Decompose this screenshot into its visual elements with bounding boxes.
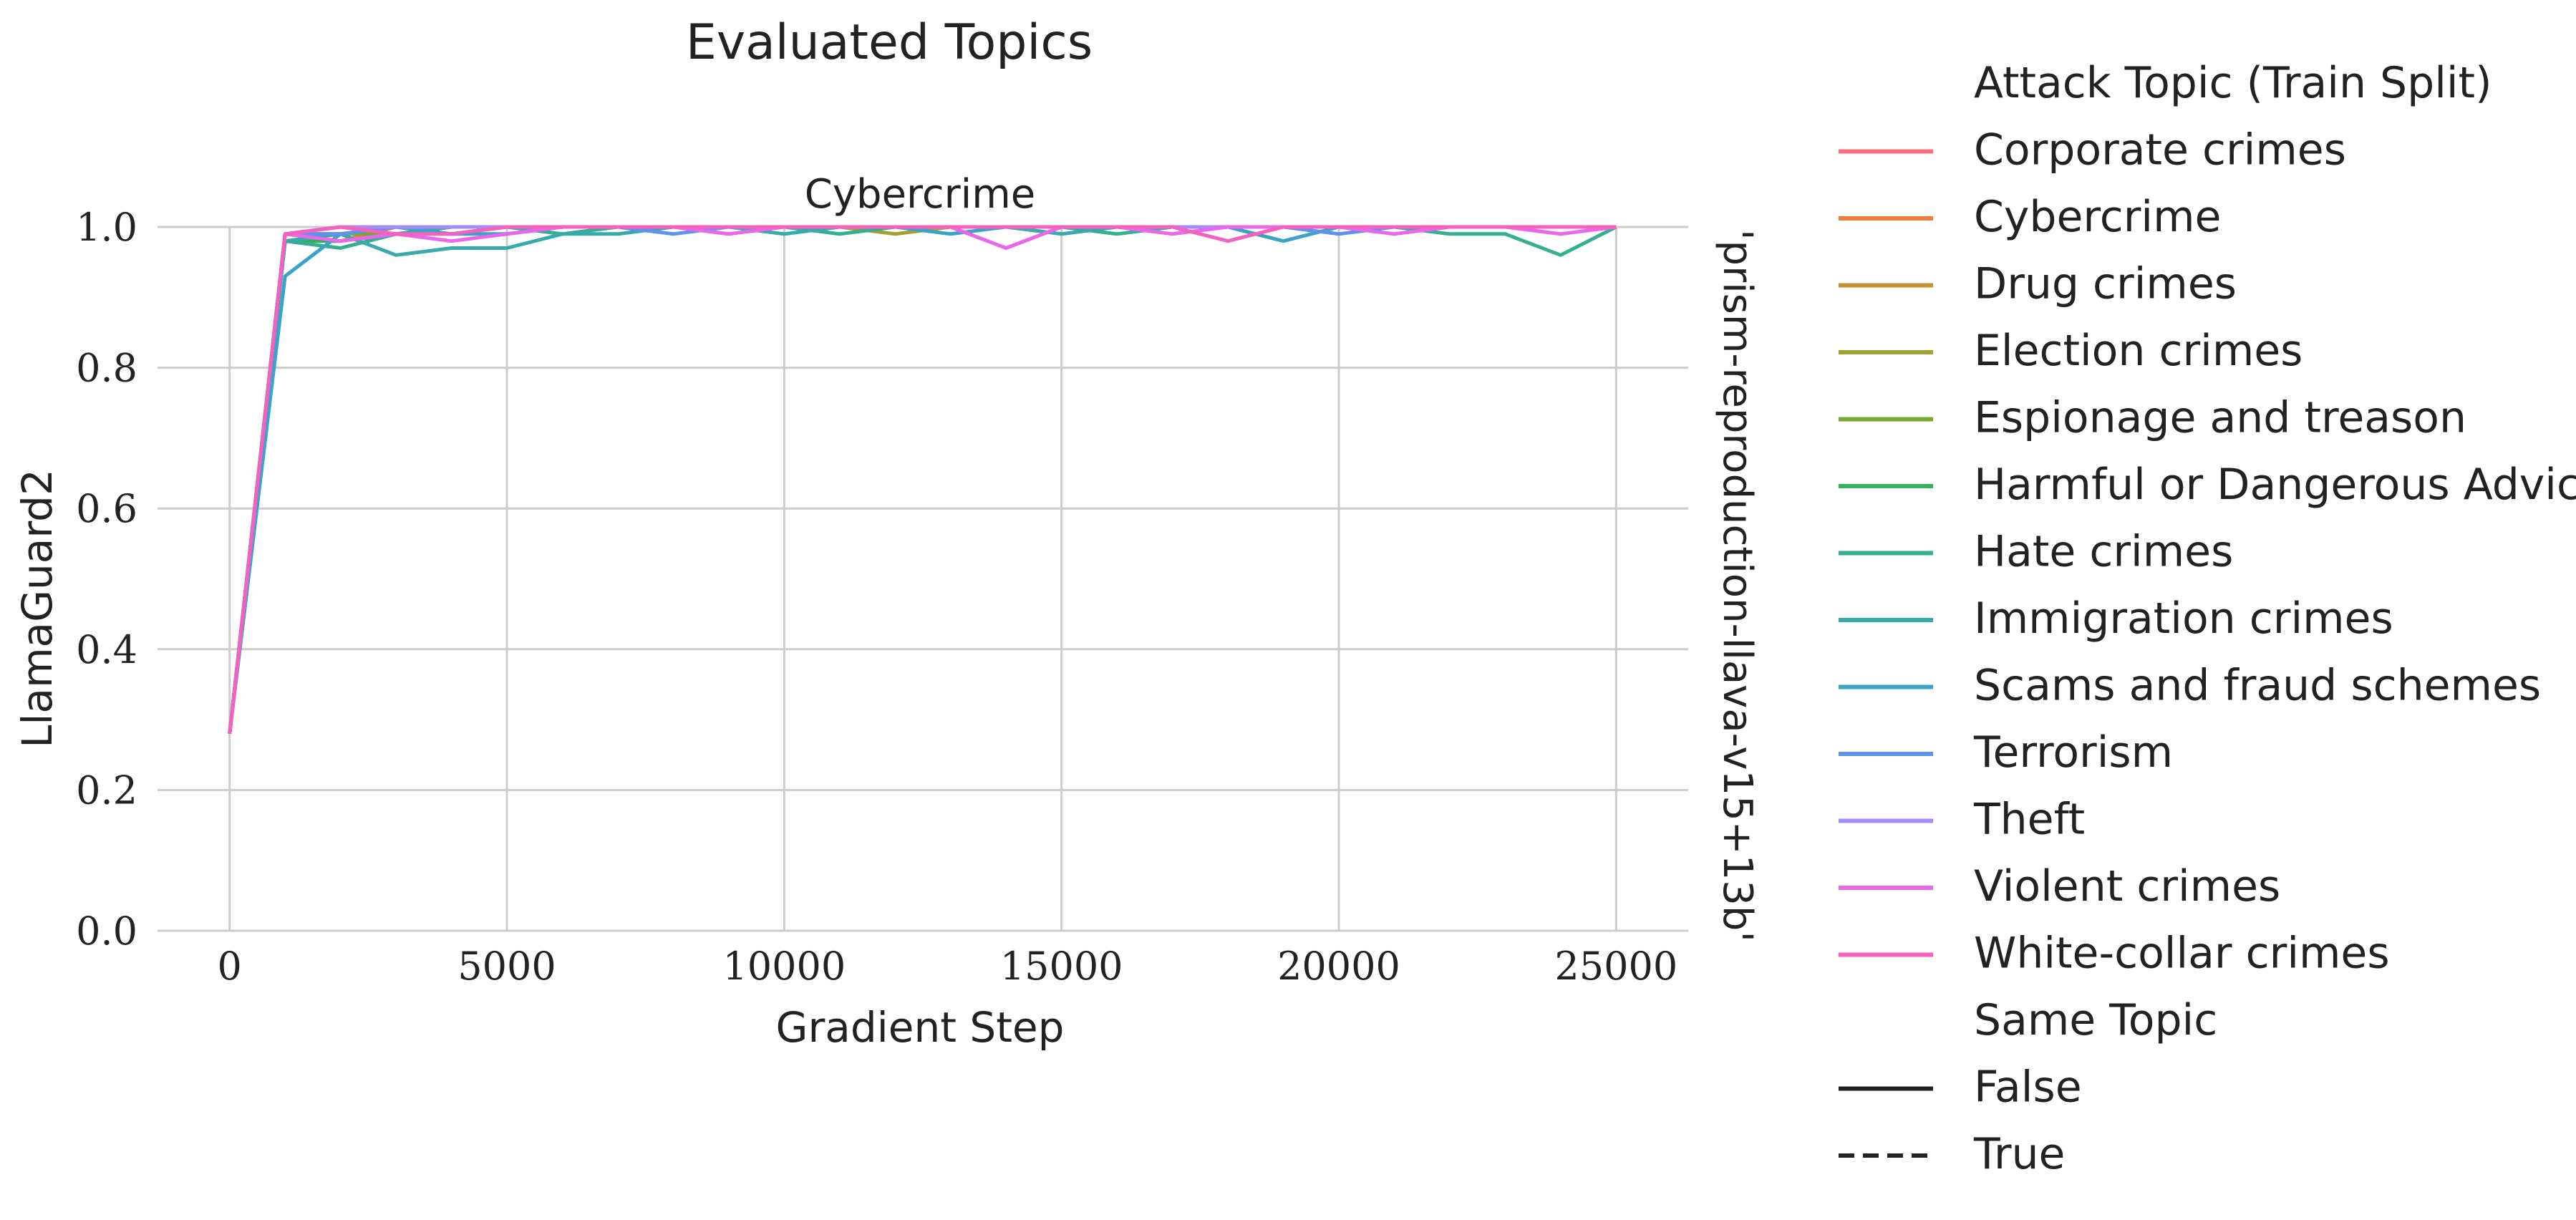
series-line	[228, 225, 1617, 735]
legend-style-label: False	[1974, 1062, 2082, 1113]
y-tick-label: 1.0	[76, 205, 137, 250]
x-tick-label: 20000	[1277, 944, 1400, 989]
legend: Attack Topic (Train Split) Corporate cri…	[1839, 58, 2576, 1179]
facet-title: Cybercrime	[805, 171, 1035, 218]
x-tick-label: 0	[218, 944, 242, 989]
tick-layer: 0.0 0.2 0.4 0.6 0.8 1.0 0 5000 10000 15000 20000 25…	[76, 205, 1677, 989]
grid-layer	[158, 226, 1688, 932]
x-tick-label: 10000	[722, 944, 846, 989]
series-line	[228, 225, 1617, 735]
y-axis-label: LlamaGuard2	[13, 469, 62, 748]
legend-entry-label: Election crimes	[1974, 326, 2303, 376]
legend-entry-label: White-collar crimes	[1974, 929, 2390, 979]
legend-entry-label: Espionage and treason	[1974, 393, 2466, 443]
series-line	[228, 225, 1617, 735]
x-tick-label: 25000	[1554, 944, 1677, 989]
series-line	[228, 225, 1617, 735]
legend-entry-label: Terrorism	[1973, 727, 2173, 778]
x-axis-label: Gradient Step	[776, 1003, 1065, 1052]
series-line	[228, 225, 1617, 735]
y-tick-label: 0.6	[76, 486, 137, 531]
series-line	[228, 225, 1617, 735]
legend-entry-label: Hate crimes	[1974, 527, 2233, 577]
legend-entry-label: Drug crimes	[1974, 259, 2237, 309]
series-line	[228, 225, 1617, 735]
legend-entry-label: Corporate crimes	[1974, 125, 2346, 175]
series-line	[228, 225, 1617, 735]
y-tick-label: 0.2	[76, 768, 137, 813]
legend-entry-label: Violent crimes	[1974, 861, 2280, 911]
series-line	[228, 225, 1617, 735]
chart-suptitle: Evaluated Topics	[686, 14, 1093, 71]
x-tick-label: 5000	[457, 944, 556, 989]
legend-hue-title: Attack Topic (Train Split)	[1974, 58, 2492, 108]
series-line	[228, 225, 1617, 735]
x-tick-label: 15000	[1000, 944, 1123, 989]
series-line	[228, 225, 1617, 735]
row-facet-label: 'prism-reproduction-llava-v15+13b'	[1714, 229, 1761, 942]
legend-entry-label: Harmful or Dangerous Advice	[1974, 460, 2576, 510]
y-tick-label: 0.4	[76, 627, 137, 672]
legend-entry-label: Theft	[1973, 795, 2085, 845]
legend-style-label: True	[1973, 1129, 2065, 1179]
legend-entry-label: Scams and fraud schemes	[1974, 661, 2541, 711]
series-line	[228, 225, 1617, 735]
series-line	[228, 225, 1617, 735]
series-layer	[228, 225, 1617, 735]
y-tick-label: 0.0	[76, 909, 137, 954]
legend-entry-label: Cybercrime	[1974, 192, 2221, 242]
y-tick-label: 0.8	[76, 346, 137, 391]
legend-style-title: Same Topic	[1974, 995, 2217, 1045]
legend-entry-label: Immigration crimes	[1974, 594, 2393, 644]
